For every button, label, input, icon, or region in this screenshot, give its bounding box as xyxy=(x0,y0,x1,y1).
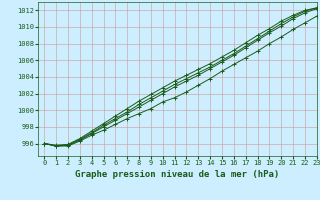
X-axis label: Graphe pression niveau de la mer (hPa): Graphe pression niveau de la mer (hPa) xyxy=(76,170,280,179)
